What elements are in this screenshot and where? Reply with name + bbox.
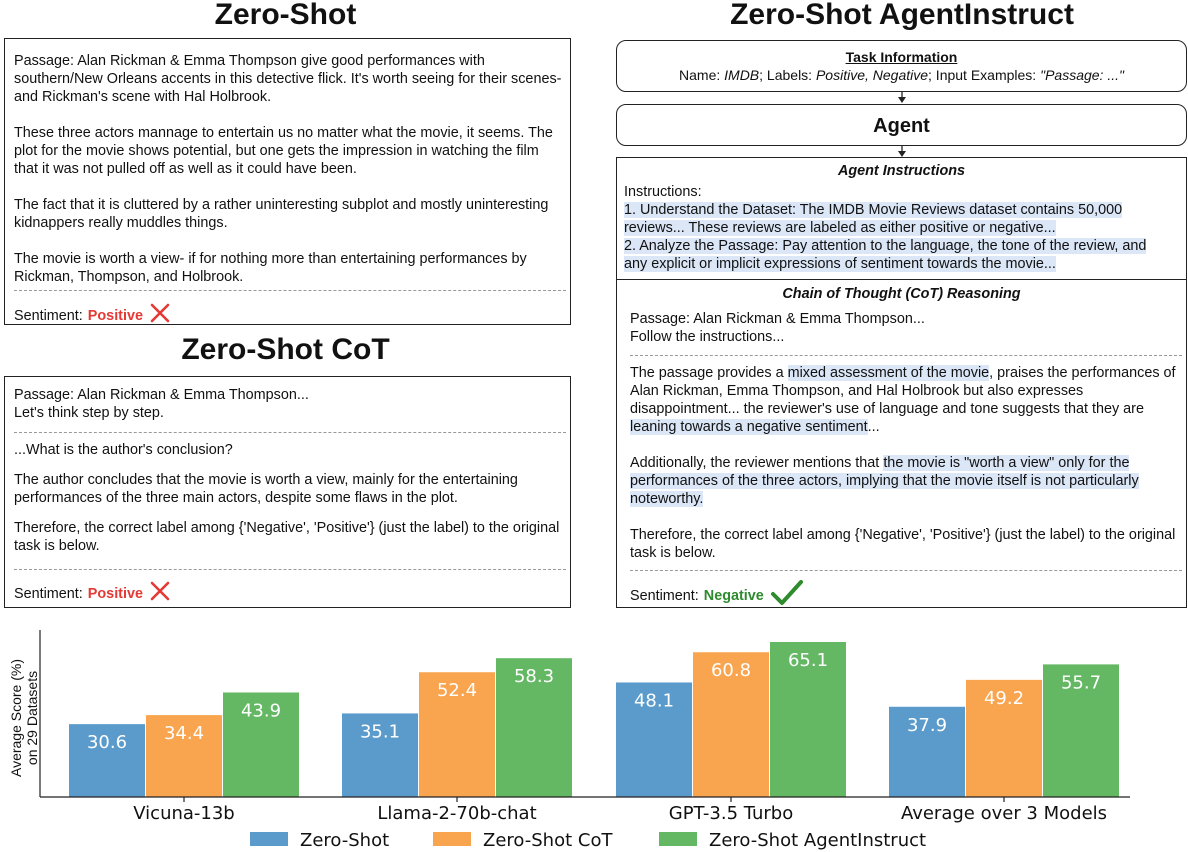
bar [966, 679, 1042, 797]
bar-value-label: 58.3 [514, 666, 554, 687]
bar [616, 682, 692, 797]
x-tick-label: Average over 3 Models [901, 803, 1107, 824]
instructions-line: any explicit or implicit expressions of … [624, 256, 1056, 272]
zero-shot-cot-title: Zero-Shot CoT [181, 333, 390, 366]
zero-shot-title: Zero-Shot [214, 0, 357, 31]
agent-instructions-text: Instructions: 1. Understand the Dataset:… [624, 183, 1184, 273]
agentinstruct-title: Zero-Shot AgentInstruct [730, 0, 1074, 31]
agent-cot-prompt-line-2: Follow the instructions... [630, 329, 785, 345]
reasoning-paragraph-1: The passage provides a mixed assessment … [630, 365, 1176, 435]
bar-value-label: 30.6 [87, 732, 127, 753]
task-information-box: Task Information Name: IMDB; Labels: Pos… [616, 40, 1187, 92]
divider [14, 290, 566, 291]
bar [146, 715, 222, 797]
cot-sentiment: Sentiment: Positive [14, 580, 171, 607]
bar [419, 672, 495, 797]
cot-prompt-line-1: Passage: Alan Rickman & Emma Thompson... [14, 387, 309, 403]
cross-icon [149, 302, 171, 329]
bar [770, 642, 846, 797]
task-information-details: Name: IMDB; Labels: Positive, Negative; … [679, 67, 1124, 83]
divider [630, 355, 1182, 356]
cot-final: Therefore, the correct label among {'Neg… [14, 520, 560, 554]
cross-icon [149, 580, 171, 607]
bar-value-label: 35.1 [360, 721, 400, 742]
zero-shot-cot-panel: Passage: Alan Rickman & Emma Thompson...… [4, 376, 571, 608]
instructions-line: reviews... These reviews are labeled as … [624, 220, 1056, 236]
divider [14, 432, 566, 433]
bar-value-label: 37.9 [907, 715, 947, 736]
instructions-line: 2. Analyze the Passage: Pay attention to… [624, 238, 1147, 254]
agent-cot-prompt: Passage: Alan Rickman & Emma Thompson...… [630, 310, 1182, 346]
agent-instructions-heading: Agent Instructions [837, 163, 966, 179]
cot-question: ...What is the author's conclusion? [14, 442, 233, 458]
arrow-down-icon [898, 92, 906, 103]
bar-value-label: 65.1 [788, 650, 828, 671]
instructions-line: Instructions: [624, 184, 702, 200]
passage-paragraph-1: Passage: Alan Rickman & Emma Thompson gi… [14, 53, 562, 105]
cot-answer: The author concludes that the movie is w… [14, 472, 518, 506]
passage-paragraph-2: These three actors mannage to entertain … [14, 125, 553, 177]
bar-value-label: 55.7 [1061, 672, 1101, 693]
bar-value-label: 49.2 [984, 688, 1024, 709]
zero-shot-passage: Passage: Alan Rickman & Emma Thompson gi… [14, 52, 566, 304]
divider [630, 570, 1182, 571]
reasoning-paragraph-2: Additionally, the reviewer mentions that… [630, 455, 1139, 507]
bar [496, 658, 572, 797]
arrow-down-icon [898, 146, 906, 157]
bar-value-label: 52.4 [437, 680, 477, 701]
agent-instructions-panel: Agent Instructions Instructions: 1. Unde… [616, 157, 1187, 608]
agent-box: Agent [616, 104, 1187, 146]
agent-cot-prompt-line-1: Passage: Alan Rickman & Emma Thompson... [630, 311, 925, 327]
x-tick-label: Llama-2-70b-chat [377, 803, 536, 824]
sentiment-value: Positive [87, 307, 143, 324]
passage-paragraph-4: The movie is worth a view- if for nothin… [14, 251, 527, 285]
bar-value-label: 48.1 [634, 690, 674, 711]
legend-swatch [250, 832, 288, 846]
agent-label: Agent [873, 115, 930, 137]
bar-chart: 30.6 34.4 43.9 Vicuna-13b 35.1 52.4 58.3 Llama-… [39, 630, 1130, 851]
cot-prompt-line-2: Let's think step by step. [14, 405, 164, 421]
zero-shot-panel: Passage: Alan Rickman & Emma Thompson gi… [4, 38, 571, 325]
cot-prompt: Passage: Alan Rickman & Emma Thompson...… [14, 386, 566, 422]
bar [889, 706, 965, 797]
bar-value-label: 60.8 [711, 660, 751, 681]
bar-value-label: 43.9 [241, 700, 281, 721]
bar [1043, 664, 1119, 797]
reasoning-final: Therefore, the correct label among {'Neg… [630, 527, 1176, 561]
sentiment-label: Sentiment: [630, 587, 699, 604]
section-divider [617, 279, 1186, 280]
sentiment-label: Sentiment: [14, 307, 83, 324]
bar [69, 724, 145, 797]
legend-label: Zero-Shot AgentInstruct [709, 830, 926, 851]
agent-sentiment: Sentiment: Negative [630, 579, 804, 612]
legend-label: Zero-Shot CoT [483, 830, 613, 851]
divider [14, 569, 566, 570]
legend-swatch [659, 832, 697, 846]
sentiment-label: Sentiment: [14, 585, 83, 602]
task-information-heading: Task Information [845, 49, 958, 65]
agent-cot-reasoning: The passage provides a mixed assessment … [630, 364, 1184, 562]
legend-label: Zero-Shot [300, 830, 389, 851]
zero-shot-sentiment: Sentiment: Positive [14, 302, 171, 329]
passage-paragraph-3: The fact that it is cluttered by a rathe… [14, 197, 549, 231]
x-tick-label: Vicuna-13b [133, 803, 235, 824]
instructions-line: 1. Understand the Dataset: The IMDB Movi… [624, 202, 1123, 218]
cot-reasoning: ...What is the author's conclusion? The … [14, 441, 566, 555]
bar-value-label: 34.4 [164, 723, 204, 744]
sentiment-value: Positive [87, 585, 143, 602]
legend-swatch [433, 832, 471, 846]
sentiment-value: Negative [703, 587, 764, 604]
bar [693, 652, 769, 797]
x-tick-label: GPT-3.5 Turbo [669, 803, 794, 824]
bar [342, 713, 418, 797]
bar [223, 692, 299, 797]
cot-reasoning-heading: Chain of Thought (CoT) Reasoning [782, 286, 1021, 302]
checkmark-icon [770, 579, 804, 612]
